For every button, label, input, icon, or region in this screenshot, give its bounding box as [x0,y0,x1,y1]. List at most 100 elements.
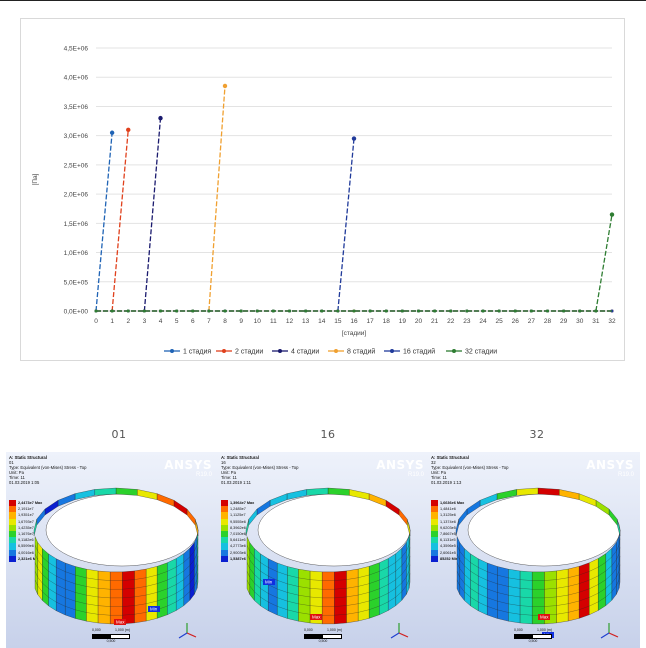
mesh-line [358,574,370,578]
mesh-line [346,577,359,580]
header-line: 01.03.2019 1:13 [431,480,462,485]
mesh-line [520,596,533,599]
legend-value: 1,6636e6 Max [440,501,465,506]
mesh-line [246,579,250,587]
mesh-line [298,595,311,598]
ansys-logo: ANSYS R19.0 [586,458,634,478]
mesh-line [260,588,269,594]
mesh-line [65,571,76,576]
legend-row: 2,4473e7 Max [9,500,42,507]
legend-color-swatch [221,549,228,556]
mesh-face [94,487,117,496]
mesh-line [508,577,521,580]
mesh-line [167,575,177,581]
x-tick-label: 30 [576,318,584,325]
legend-color-swatch [431,537,438,544]
mesh-line [497,583,509,587]
mesh-line [388,562,396,568]
mesh-line [249,551,255,558]
mesh-line [34,571,38,578]
mesh-line [183,565,191,572]
mesh-line [196,564,199,571]
mesh-line [134,603,147,606]
x-tick-label: 18 [383,318,391,325]
mesh-face [245,519,249,537]
mesh-line [48,588,57,594]
mesh-line [246,553,250,561]
legend-marker [222,349,226,353]
mesh-face [455,519,459,537]
max-tag-label: Max [540,615,549,620]
mesh-line [194,553,198,560]
x-tick-label: 26 [512,318,520,325]
mesh-line [48,562,57,568]
mesh-line [556,577,569,580]
mesh-line [277,580,288,584]
series-rise-line [337,138,355,312]
mesh-line [42,565,49,572]
mesh-line [598,579,606,585]
header-line: A: Static Structural [9,455,47,460]
brand-name: ANSYS [376,458,424,472]
mesh-line [408,538,411,545]
mesh-line [369,597,380,602]
mesh-line [464,565,471,572]
brand-name: ANSYS [586,458,634,472]
data-point [562,309,566,313]
mesh-line [246,545,250,552]
panel-header: A: Static Structural 16 Type: Equivalent… [221,455,331,485]
ring-mesh-model: Max Min [245,487,411,625]
ansys-panel-16: A: Static Structural 16 Type: Equivalent… [218,452,430,648]
header-line: Type: Equivalent (von-Mises) Stress - To… [221,465,299,470]
mesh-line [334,605,347,607]
header-line: 32 [431,460,436,465]
legend-color-swatch [9,500,16,507]
axis-triad-icon [390,623,409,639]
mesh-line [176,588,184,594]
mesh-line [167,584,177,589]
mesh-line [254,591,261,598]
mesh-line [249,568,255,575]
mesh-line [310,579,323,581]
mesh-line [401,559,407,566]
mesh-line [86,586,99,589]
legend-row: 7,0150e6 [221,530,254,538]
legend-color-swatch [9,530,16,538]
legend-value: 1,3125e6 [440,513,456,518]
legend-color-swatch [9,518,16,525]
mesh-line [470,579,479,585]
mesh-line [157,597,168,602]
mesh-line [37,585,43,592]
mesh-line [611,576,617,583]
legend-value: 1,9351e7 [18,513,34,518]
mesh-line [470,571,479,577]
mesh-line [456,562,460,569]
mesh-line [408,573,411,580]
legend-color-swatch [221,518,228,525]
scale-bar: 0,000 1,000 (m) 0,500 [514,628,552,645]
legend-color-swatch [221,537,228,544]
mesh-line [470,597,479,603]
data-point [529,309,533,313]
mesh-line [544,588,557,590]
mesh-line [369,571,380,576]
mesh-line [497,575,509,578]
header-line: Type: Equivalent (von-Mises) Stress - To… [431,465,509,470]
header-line: 16 [221,460,226,465]
legend-color-swatch [431,543,438,550]
legend-row: 2,6061e5 [431,549,464,556]
legend-value: 2,6061e5 [440,550,456,555]
stress-legend: 1,3964e7 Max 1,2485e7 1,1125e7 9,5555e6 8,39… [221,500,254,562]
x-tick-label: 11 [270,318,277,325]
mesh-line [618,564,621,571]
mesh-line [287,583,299,587]
x-tick-label: 10 [254,318,262,325]
mesh-line [508,612,521,615]
mesh-line [146,600,158,604]
mesh-line [122,579,135,581]
mesh-line [287,592,299,596]
legend-color-swatch [221,524,228,531]
legend-color-swatch [9,524,16,531]
series-rise-line [143,118,162,312]
x-tick-label: 16 [350,318,358,325]
